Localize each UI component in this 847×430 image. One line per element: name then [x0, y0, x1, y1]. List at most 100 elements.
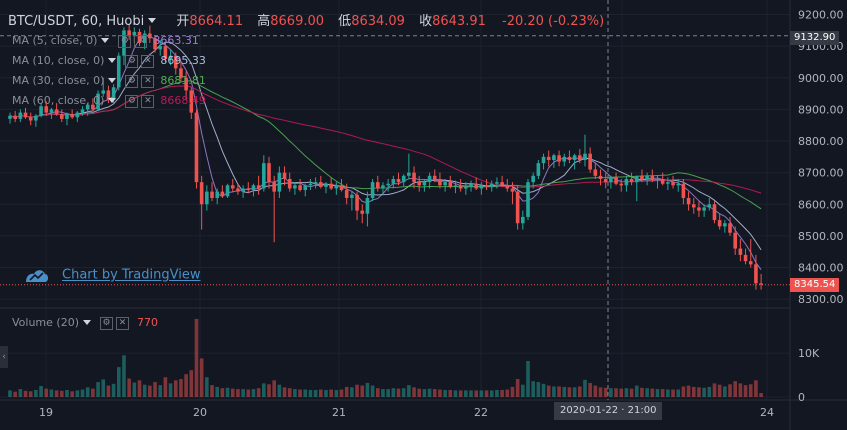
close-icon[interactable]: ✕: [134, 34, 148, 48]
candle-body: [49, 109, 54, 113]
volume-bar: [391, 388, 396, 397]
candle-body: [329, 183, 333, 189]
time-axis[interactable]: 192021222324: [39, 406, 774, 419]
volume-bar: [163, 377, 168, 397]
volume-bar: [717, 384, 722, 397]
volume-bar: [246, 389, 251, 397]
gear-icon[interactable]: ⚙: [125, 74, 139, 88]
candle-body: [536, 163, 541, 176]
gear-icon[interactable]: ⚙: [100, 316, 113, 330]
price-axis[interactable]: 8300.00 8400.00 8500.00 8600.00 8700.00 8800.…: [798, 9, 844, 307]
volume-bar: [96, 382, 100, 397]
candle-body: [609, 177, 613, 183]
candle-body: [225, 185, 230, 197]
indicator-label: MA (5, close, 0): [12, 34, 98, 47]
volume-bar: [179, 379, 183, 397]
candle-body: [500, 182, 504, 186]
caret-down-icon[interactable]: [108, 77, 117, 83]
volume-bar: [122, 355, 126, 397]
candle-body: [515, 191, 520, 224]
candle-body: [733, 232, 737, 249]
close-icon[interactable]: ✕: [141, 54, 155, 68]
gear-icon[interactable]: ⚙: [125, 94, 139, 108]
volume-bar: [671, 389, 675, 397]
candle-body: [484, 185, 489, 187]
chart-header: BTC/USDT, 60, Huobi 开8664.11 高8669.00 低8…: [8, 10, 604, 29]
volume-bar: [65, 389, 69, 397]
candle-body: [344, 190, 349, 198]
watermark-text: Chart by TradingView: [62, 267, 201, 283]
candle-body: [127, 30, 131, 36]
volume-bar: [640, 387, 644, 397]
candle-body: [588, 153, 592, 170]
close-label: 收: [419, 14, 433, 29]
candle-body: [184, 77, 188, 91]
close-icon[interactable]: ✕: [141, 74, 155, 88]
close-icon[interactable]: ✕: [116, 316, 129, 330]
volume-bar: [360, 385, 365, 397]
indicator-ma60[interactable]: MA (60, close, 0) ⚙ ✕ 8668.49: [12, 94, 206, 108]
volume-bar: [666, 389, 670, 397]
candle-body: [313, 182, 318, 184]
candle-body: [655, 178, 660, 181]
volume-bar: [132, 382, 137, 397]
candle-body: [458, 185, 463, 189]
volume-bar: [515, 379, 520, 397]
volume-bar: [521, 384, 525, 397]
candle-body: [137, 31, 142, 44]
indicator-ma10[interactable]: MA (10, close, 0) ⚙ ✕ 8695.33: [12, 54, 206, 68]
volume-bar: [634, 385, 639, 397]
candle-body: [163, 46, 168, 59]
volume-bar: [407, 385, 411, 397]
tradingview-watermark[interactable]: Chart by TradingView: [24, 266, 200, 284]
volume-bar: [681, 386, 686, 397]
gear-icon[interactable]: ⚙: [118, 34, 132, 48]
volume-bar: [277, 384, 282, 397]
time-tick-label: 20: [193, 406, 207, 419]
caret-down-icon[interactable]: [148, 18, 157, 23]
candle-body: [748, 261, 753, 265]
candle-body: [168, 55, 173, 59]
low-value: 8634.09: [351, 14, 405, 29]
candle-body: [624, 178, 629, 186]
volume-axis[interactable]: 0 10K: [798, 347, 820, 404]
symbol-label[interactable]: BTC/USDT, 60, Huobi: [8, 14, 145, 29]
volume-bar: [609, 388, 613, 397]
candle-body: [427, 175, 432, 183]
candle-body: [717, 220, 722, 227]
candle-body: [142, 33, 147, 44]
indicator-ma5[interactable]: MA (5, close, 0) ⚙ ✕ 8663.31: [12, 34, 199, 48]
gear-icon[interactable]: ⚙: [125, 54, 139, 68]
volume-bar: [267, 384, 271, 397]
collapse-arrow-icon[interactable]: ‹: [0, 346, 8, 368]
candle-body: [308, 183, 313, 186]
close-icon[interactable]: ✕: [141, 94, 155, 108]
volume-bar: [220, 388, 225, 397]
volume-bar: [484, 390, 489, 397]
candle-body: [489, 183, 494, 187]
indicator-volume[interactable]: Volume (20) ⚙ ✕ 770: [12, 316, 158, 330]
indicator-ma30[interactable]: MA (30, close, 0) ⚙ ✕ 8681.81: [12, 74, 206, 88]
candle-body: [759, 283, 763, 285]
candle-body: [650, 175, 655, 181]
volume-bar: [344, 386, 349, 397]
volume-bar: [754, 380, 758, 397]
candle-body: [111, 87, 116, 100]
caret-down-icon[interactable]: [108, 57, 117, 63]
volume-bar: [319, 389, 323, 397]
candle-body: [541, 156, 546, 164]
caret-down-icon[interactable]: [83, 319, 91, 325]
candle-body: [728, 223, 732, 233]
volume-label: Volume (20): [12, 316, 79, 329]
candle-body: [215, 191, 219, 198]
caret-down-icon[interactable]: [108, 97, 117, 103]
tradingview-logo-icon: [26, 270, 48, 282]
volume-bar: [215, 386, 219, 397]
volume-bar: [598, 387, 603, 397]
candle-body: [370, 182, 375, 198]
caret-down-icon[interactable]: [101, 37, 110, 43]
candle-body: [293, 185, 297, 189]
candle-body: [443, 182, 447, 186]
candle-body: [158, 46, 163, 50]
